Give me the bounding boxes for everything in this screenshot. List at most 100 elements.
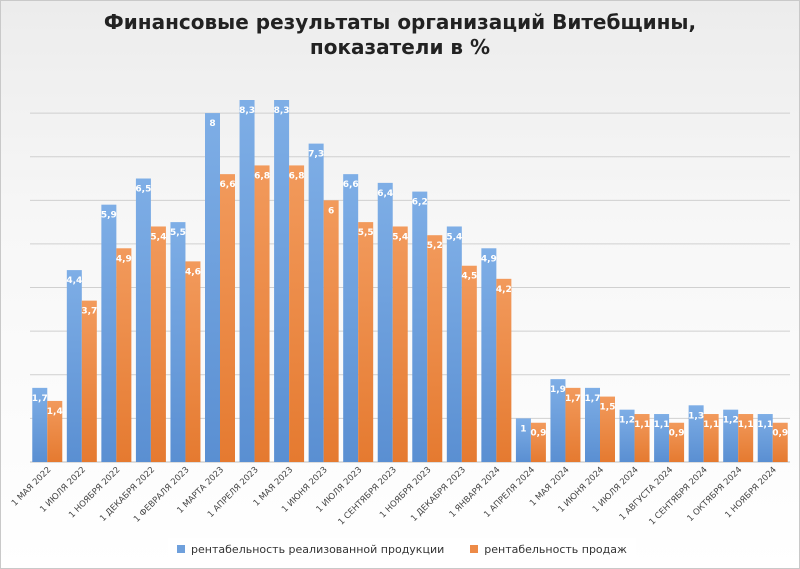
bar-product-profitability [585,387,600,462]
bar-sales-profitability [392,226,408,462]
bar-sales-profitability [703,414,719,462]
chart-title: Финансовые результаты организаций Витебщ… [0,10,800,60]
bar-product-profitability [308,143,324,463]
data-label: 1,7 [565,394,581,404]
bar-product-profitability [446,226,462,462]
legend: рентабельность реализованной продукции р… [168,538,636,560]
x-tick-label: 1 СЕНТЯБРЯ 2024 [647,465,709,527]
data-label: 4,9 [481,254,497,264]
bar-product-profitability [688,405,704,462]
data-label: 4,6 [185,267,201,277]
bar-sales-profitability [634,414,650,462]
bar-product-profitability [32,387,48,462]
bar-sales-profitability [150,226,166,462]
data-label: 1,7 [32,394,48,404]
bar-sales-profitability [220,174,235,462]
bar-sales-profitability [461,265,477,462]
data-label: 4,4 [66,276,82,286]
data-label: 1,2 [723,416,739,426]
bar-product-profitability [654,414,670,462]
data-label: 6 [328,206,334,216]
bar-product-profitability [723,409,739,462]
data-label: 1,7 [585,394,601,404]
chart-title-line-1: Финансовые результаты организаций Витебщ… [103,10,697,34]
data-label: 0,9 [669,429,685,439]
bar-product-profitability [481,248,497,462]
data-label: 1,1 [738,420,754,430]
data-label: 1,4 [47,407,63,417]
data-label: 5,2 [427,241,443,251]
x-tick-label: 1 СЕНТЯБРЯ 2023 [337,465,399,527]
data-label: 5,4 [446,232,462,242]
bar-sales-profitability [496,278,512,462]
bar-sales-profitability [600,396,615,462]
data-label: 6,6 [220,180,236,190]
data-label: 3,7 [81,307,97,317]
legend-item-sales-profitability: рентабельность продаж [470,543,627,556]
bar-product-profitability [135,178,151,462]
data-label: 8,3 [274,106,290,116]
bar-product-profitability [239,100,255,462]
bar-product-profitability [550,379,566,462]
bar-sales-profitability [81,300,97,462]
data-label: 5,5 [170,228,186,238]
bar-sales-profitability [116,248,132,462]
data-label: 4,5 [461,272,477,282]
data-label: 1,2 [619,416,635,426]
data-label: 1,9 [550,385,566,395]
data-label: 7,3 [308,150,324,160]
bar-sales-profitability [565,387,581,462]
data-label: 1,1 [654,420,670,430]
bar-product-profitability [101,204,117,463]
data-label: 8 [209,119,215,129]
bar-product-profitability [205,113,220,462]
data-label: 6,5 [135,185,151,195]
bar-sales-profitability [185,261,201,462]
data-label: 4,9 [116,254,132,264]
bar-sales-profitability [254,165,270,462]
bar-product-profitability [66,270,82,462]
bar-sales-profitability [358,222,374,462]
data-label: 1,1 [634,420,650,430]
data-label: 5,9 [101,211,117,221]
bar-sales-profitability [289,165,305,462]
bar-sales-profitability [669,422,685,462]
data-label: 5,4 [150,232,166,242]
bar-sales-profitability [47,400,63,462]
bar-sales-profitability [530,422,546,462]
data-label: 5,4 [392,232,408,242]
data-label: 1,3 [688,411,704,421]
data-label: 6,8 [254,171,270,181]
legend-swatch-blue [177,545,186,553]
legend-label: рентабельность реализованной продукции [191,542,445,556]
bar-sales-profitability [323,200,339,463]
data-label: 1 [520,424,526,434]
legend-item-sales-profitability-products: рентабельность реализованной продукции [177,543,444,556]
bar-sales-profitability [772,422,788,462]
data-label: 8,3 [239,106,255,116]
data-label: 0,9 [530,429,546,439]
data-label: 1,1 [703,420,719,430]
legend-swatch-orange [470,545,479,553]
data-label: 6,4 [377,189,393,199]
bar-product-profitability [343,174,359,462]
data-label: 6,2 [412,198,428,208]
data-label: 1,1 [757,420,773,430]
bar-product-profitability [412,191,428,462]
chart-title-line-2: показатели в % [309,35,491,59]
data-label: 0,9 [772,429,788,439]
data-label: 6,6 [343,180,359,190]
bar-product-profitability [377,182,393,462]
bar-product-profitability [274,100,290,462]
data-label: 6,8 [289,171,305,181]
bar-product-profitability [619,409,635,462]
bar-product-profitability [515,418,531,462]
legend-label: рентабельность продаж [484,542,627,556]
data-label: 5,5 [358,228,374,238]
bar-sales-profitability [738,414,754,462]
data-label: 1,5 [600,403,616,413]
data-label: 4,2 [496,285,512,295]
bar-product-profitability [757,414,773,462]
bar-product-profitability [170,222,186,462]
